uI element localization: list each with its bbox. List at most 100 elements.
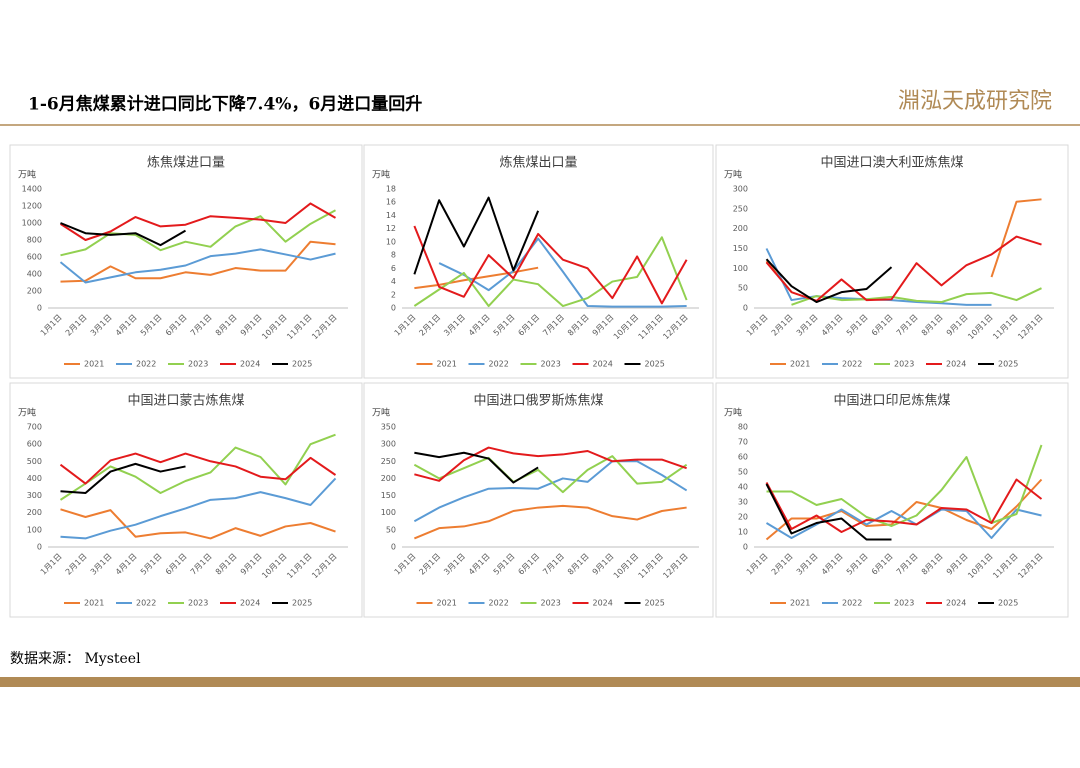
legend-label: 2022 (842, 360, 862, 369)
series-line (791, 287, 1042, 306)
chart-title: 中国进口蒙古炼焦煤 (127, 394, 244, 409)
series-line (766, 444, 1043, 527)
legend-label: 2021 (437, 599, 457, 608)
legend-label: 2024 (946, 599, 966, 608)
logo: 淵泓天成研究院 (898, 89, 1052, 114)
series-line (413, 504, 687, 540)
legend-label: 2025 (998, 360, 1018, 369)
y-tick-label: 300 (27, 491, 42, 500)
legend-label: 2024 (593, 360, 613, 369)
y-tick-label: 10 (738, 528, 748, 537)
y-tick-label: 12 (386, 224, 396, 233)
y-tick-label: 50 (738, 284, 748, 293)
legend-label: 2024 (240, 599, 260, 608)
series-line (59, 452, 337, 485)
y-tick-label: 1400 (22, 185, 42, 194)
legend-label: 2021 (84, 360, 104, 369)
series-line (413, 225, 688, 305)
y-tick-label: 250 (733, 204, 748, 213)
legend-label: 2023 (894, 599, 914, 608)
unit-label: 万吨 (724, 169, 742, 181)
y-tick-label: 150 (381, 491, 396, 500)
y-tick-label: 16 (386, 198, 396, 207)
y-tick-label: 150 (733, 244, 748, 253)
unit-label: 万吨 (372, 169, 390, 181)
panel (363, 382, 714, 618)
y-tick-label: 600 (27, 253, 42, 262)
y-tick-label: 200 (27, 287, 42, 296)
y-tick-label: 70 (738, 438, 748, 447)
series-line (413, 460, 688, 523)
y-tick-label: 600 (27, 440, 42, 449)
series-line (60, 222, 187, 247)
legend-label: 2023 (894, 360, 914, 369)
footer-bar (0, 677, 1080, 687)
legend-label: 2024 (240, 360, 260, 369)
legend-label: 2024 (946, 360, 966, 369)
y-tick-label: 800 (27, 236, 42, 245)
series-line (60, 462, 186, 494)
y-tick-label: 400 (27, 474, 42, 483)
y-tick-label: 30 (738, 498, 748, 507)
legend-label: 2022 (136, 599, 156, 608)
y-tick-label: 200 (381, 474, 396, 483)
unit-label: 万吨 (372, 407, 390, 419)
y-tick-label: 6 (391, 264, 396, 273)
series-line (413, 196, 540, 275)
series-line (59, 202, 337, 241)
y-tick-label: 350 (381, 423, 396, 432)
legend-label: 2025 (645, 599, 665, 608)
y-tick-label: 100 (733, 264, 748, 273)
legend-label: 2023 (541, 360, 561, 369)
unit-label: 万吨 (18, 407, 36, 419)
panel (363, 144, 714, 379)
legend-label: 2021 (790, 599, 810, 608)
panel (715, 144, 1069, 379)
y-tick-label: 300 (733, 185, 748, 194)
series-line (60, 477, 337, 540)
legend-label: 2021 (437, 360, 457, 369)
legend-label: 2023 (188, 599, 208, 608)
legend-label: 2024 (593, 599, 613, 608)
unit-label: 万吨 (724, 407, 742, 419)
y-tick-label: 400 (27, 270, 42, 279)
chart-title: 中国进口印尼炼焦煤 (833, 394, 950, 409)
y-tick-label: 4 (391, 277, 396, 286)
y-tick-label: 1000 (22, 219, 42, 228)
series-line (765, 508, 1042, 539)
chart-title: 炼焦煤进口量 (147, 156, 225, 171)
y-tick-label: 50 (738, 468, 748, 477)
y-tick-label: 18 (386, 185, 396, 194)
y-tick-label: 0 (391, 543, 396, 552)
y-tick-label: 14 (386, 211, 396, 220)
y-tick-label: 40 (738, 483, 748, 492)
series-line (765, 483, 892, 541)
y-tick-label: 2 (391, 290, 396, 299)
series-line (765, 258, 893, 304)
chart-title: 中国进口澳大利亚炼焦煤 (820, 155, 963, 171)
y-tick-label: 20 (738, 513, 748, 522)
legend-label: 2023 (541, 599, 561, 608)
y-tick-label: 200 (733, 224, 748, 233)
legend-label: 2025 (645, 360, 665, 369)
series-line (413, 236, 688, 308)
legend-label: 2021 (790, 360, 810, 369)
y-tick-label: 200 (27, 508, 42, 517)
legend-label: 2022 (842, 599, 862, 608)
series-line (59, 248, 336, 284)
series-line (438, 237, 687, 308)
chart-title: 炼焦煤出口量 (499, 156, 577, 171)
y-tick-label: 50 (386, 525, 396, 534)
legend-label: 2021 (84, 599, 104, 608)
y-tick-label: 700 (27, 423, 42, 432)
y-tick-label: 0 (743, 304, 748, 313)
panel (715, 382, 1069, 618)
y-tick-label: 250 (381, 457, 396, 466)
series-line (60, 508, 336, 540)
series-line (413, 455, 688, 494)
y-tick-label: 60 (738, 453, 748, 462)
y-tick-label: 0 (743, 543, 748, 552)
y-tick-label: 0 (37, 543, 42, 552)
series-line (60, 209, 336, 257)
